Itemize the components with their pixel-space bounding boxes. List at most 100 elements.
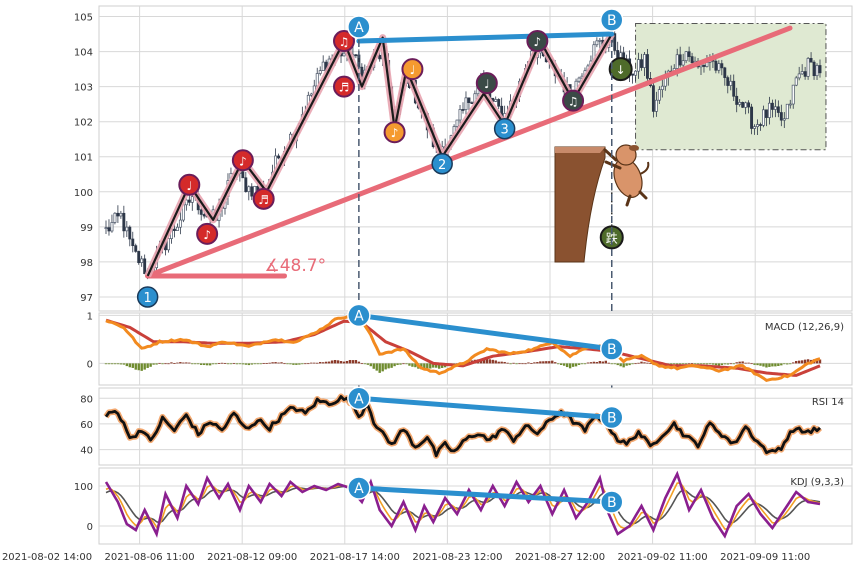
dog-legs <box>603 148 648 207</box>
macd-hist-bar <box>554 362 557 364</box>
macd-hist-bar <box>527 362 530 364</box>
music-note-icon <box>475 72 498 95</box>
price-y-tick: 101 <box>74 153 93 164</box>
candle-body <box>762 109 765 126</box>
music-note-icon <box>252 187 275 210</box>
angle-label: ∡48.7° <box>265 256 327 276</box>
macd-hist-bar <box>250 363 253 365</box>
candle-body <box>675 54 679 69</box>
macd-hist-bar <box>307 363 310 365</box>
macd-hist-bar <box>747 362 750 364</box>
macd-hist-bar <box>137 363 140 371</box>
macd-hist-bar <box>119 363 123 365</box>
macd-hist-bar <box>194 363 197 365</box>
x-tick-label: 2021-08-06 11:00 <box>105 552 195 563</box>
rsi-y-tick: 40 <box>80 446 93 457</box>
macd-hist-bar <box>729 363 732 365</box>
candle-body <box>678 54 682 66</box>
macd-hist-bar <box>324 361 328 364</box>
music-note-icon <box>401 58 424 81</box>
kdj-marker-a <box>347 476 371 500</box>
wave-point-1 <box>136 286 159 308</box>
candle-body <box>107 227 111 232</box>
macd-hist-bar <box>786 363 789 365</box>
macd-hist-bar <box>643 362 646 364</box>
macd-hist-bar <box>789 363 792 365</box>
dog-ear <box>629 145 639 151</box>
macd-hist-bar <box>363 363 367 365</box>
macd-hist-bar <box>577 363 581 365</box>
macd-hist-bar <box>440 363 444 368</box>
macd-hist-bar <box>637 362 640 364</box>
macd-hist-bar <box>595 362 599 364</box>
candle-body <box>116 212 120 217</box>
macd-hist-bar <box>768 363 771 367</box>
macd-hist-bar <box>693 363 697 365</box>
cliff-rock <box>554 146 606 263</box>
x-tick-label: 2021-09-09 11:00 <box>720 552 810 563</box>
macd-hist-bar <box>336 360 340 364</box>
candle-body <box>744 102 748 108</box>
candle-body <box>241 171 245 179</box>
macd-hist-bar <box>509 363 512 365</box>
music-note-glyph: ♪ <box>203 228 211 242</box>
candle-body <box>756 124 759 128</box>
down-badge-top <box>608 57 633 82</box>
cliff-top <box>555 147 605 153</box>
macd-hist-bar <box>319 361 322 364</box>
price-marker-b <box>600 8 624 32</box>
x-tick-label: 2021-08-12 09:00 <box>207 552 297 563</box>
candle-body <box>631 73 635 76</box>
macd-hist-bar <box>589 362 593 364</box>
macd-hist-bar <box>792 362 795 364</box>
music-note-glyph: ♩ <box>186 179 192 193</box>
macd-hist-bar <box>678 363 682 365</box>
macd-ab-line <box>356 312 615 352</box>
macd-hist-bar <box>182 362 185 364</box>
support-trendline <box>145 25 793 279</box>
candle-body <box>723 67 727 78</box>
rsi-panel: 40 60 80 RSI 14 A B <box>80 386 853 466</box>
candle-body <box>122 212 126 232</box>
candle-body <box>729 80 733 86</box>
macd-hist-bar <box>369 363 372 367</box>
macd-hist-bar <box>631 363 634 365</box>
kdj-frame <box>98 467 853 545</box>
macd-hist-bar <box>738 361 741 364</box>
macd-hist-bar <box>298 363 301 365</box>
macd-hist-bar <box>607 362 610 364</box>
macd-hist-bar <box>381 363 384 372</box>
candle-body <box>137 251 141 264</box>
candle-body <box>128 226 132 240</box>
macd-hist-bar <box>545 361 548 364</box>
macd-hist-bar <box>503 361 506 364</box>
price-panel: 97 98 99 100 101 102 103 104 105 ∡48.7° ♩ ♪ ♪ ♬ ♫ ♬ ♪ ♩ ♩ ♪… <box>74 5 853 312</box>
candle-body <box>467 97 471 103</box>
candle-body <box>172 228 176 231</box>
macd-hist-bar <box>310 362 313 364</box>
macd-hist-bar <box>220 362 224 364</box>
music-note-icon <box>562 89 585 112</box>
kdj-marker-b <box>600 490 624 514</box>
macd-hist-bar <box>580 363 584 365</box>
macd-hist-bar <box>143 363 146 370</box>
macd-hist-bar <box>542 361 545 364</box>
price-y-tick: 105 <box>74 13 93 24</box>
x-tick-label: 2021-08-17 14:00 <box>310 552 400 563</box>
music-note-glyph: ♬ <box>258 193 269 207</box>
candle-body <box>815 65 819 77</box>
kdj-y-tick: 0 <box>87 522 93 533</box>
candle-body <box>657 89 661 101</box>
macd-hist-bar <box>485 358 488 364</box>
macd-hist-bar <box>774 363 777 367</box>
macd-hist-bar <box>200 363 203 365</box>
macd-hist-bar <box>158 362 161 364</box>
macd-hist-bar <box>622 363 625 368</box>
macd-marker-a-text: A <box>354 308 364 324</box>
candle-body <box>199 209 203 215</box>
macd-hist-bar <box>202 363 206 366</box>
candle-body <box>464 97 468 110</box>
rsi-y-tick: 60 <box>80 420 93 431</box>
wave-point-3 <box>493 117 516 140</box>
macd-hist-bar <box>191 363 194 365</box>
